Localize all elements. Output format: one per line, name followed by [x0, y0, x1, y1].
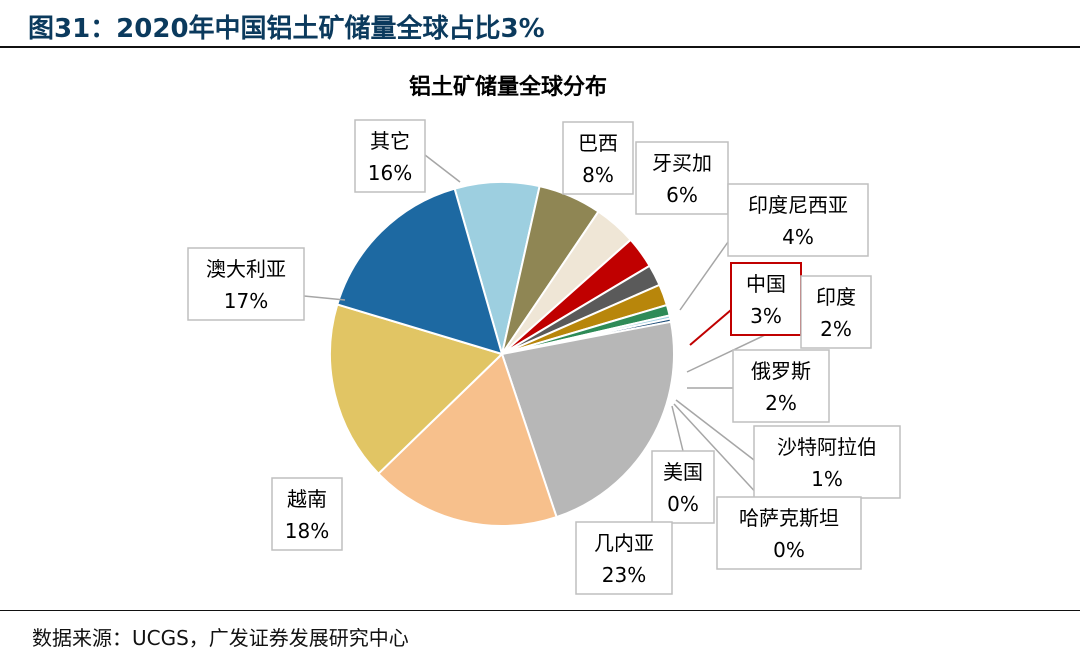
slice-value-label: 18%: [285, 519, 329, 543]
slice-name-label: 俄罗斯: [751, 359, 811, 383]
slice-name-label: 印度尼西亚: [748, 193, 848, 217]
slice-name-label: 牙买加: [652, 151, 712, 175]
label-box-6: [753, 425, 901, 499]
slice-value-label: 0%: [773, 538, 805, 562]
pie-slice-9: [500, 320, 676, 519]
label-box-3: [730, 262, 802, 336]
slice-value-label: 1%: [811, 467, 843, 491]
slice-value-label: 6%: [666, 183, 698, 207]
chart-title: 铝土矿储量全球分布: [409, 74, 607, 100]
slice-labels: 巴西 8% 牙买加 6% 印度尼西亚 4% 中国 3% 印度 2% 俄罗斯 2% 沙特阿拉伯 1% 哈萨克斯…: [187, 119, 901, 595]
slice-value-label: 23%: [602, 563, 646, 587]
label-box-0: [562, 121, 634, 195]
label-box-11: [187, 247, 305, 321]
slice-name-label: 巴西: [578, 131, 618, 155]
slice-name-label: 哈萨克斯坦: [739, 506, 839, 530]
label-box-7: [716, 496, 862, 570]
pie-slice-12: [336, 187, 504, 356]
slice-value-label: 8%: [582, 163, 614, 187]
label-box-1: [635, 141, 729, 215]
label-box-5: [732, 349, 830, 423]
pie-slice-10: [377, 352, 558, 527]
bottom-divider: [0, 610, 1080, 611]
slice-name-label: 其它: [370, 129, 410, 153]
pie-slice-11: [329, 303, 504, 476]
leader-line-3: [689, 309, 732, 346]
label-box-4: [800, 275, 872, 349]
slice-name-label: 印度: [816, 285, 856, 309]
label-box-12: [354, 119, 426, 193]
leader-line-12: [424, 154, 461, 183]
slice-value-label: 3%: [750, 304, 782, 328]
leader-line-11: [303, 295, 346, 301]
slice-name-label: 中国: [746, 272, 786, 296]
label-box-2: [727, 183, 869, 257]
slice-value-label: 4%: [782, 225, 814, 249]
leader-line-2: [679, 241, 729, 311]
source-note: 数据来源：UCGS，广发证券发展研究中心: [32, 626, 409, 650]
label-box-9: [575, 521, 673, 595]
slice-name-label: 越南: [287, 487, 327, 511]
slice-value-label: 2%: [820, 317, 852, 341]
label-box-8: [651, 450, 715, 524]
top-divider: [0, 46, 1080, 48]
label-box-10: [271, 477, 343, 551]
pie-slices: [329, 181, 676, 527]
pie-chart: 铝土矿储量全球分布 巴西 8% 牙买加 6% 印度尼西亚 4% 中国 3% 印度 2% 俄罗斯 2% 沙…: [187, 74, 901, 595]
figure-title: 图31：2020年中国铝土矿储量全球占比3%: [28, 14, 545, 44]
leader-line-8: [671, 405, 684, 452]
slice-value-label: 16%: [368, 161, 412, 185]
slice-name-label: 沙特阿拉伯: [777, 435, 877, 459]
slice-name-label: 几内亚: [594, 531, 654, 555]
leader-line-7: [673, 403, 761, 498]
leader-line-6: [675, 399, 755, 461]
slice-value-label: 17%: [224, 289, 268, 313]
slice-name-label: 澳大利亚: [206, 257, 286, 281]
slice-value-label: 0%: [667, 492, 699, 516]
slice-name-label: 美国: [663, 460, 703, 484]
slice-value-label: 2%: [765, 391, 797, 415]
